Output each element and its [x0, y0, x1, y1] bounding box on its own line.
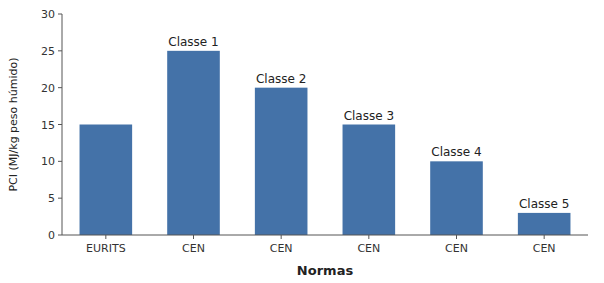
chart: Classe 1 Classe 2 Classe 3 Classe 4 Classe 5… [0, 0, 604, 283]
y-tick-label: 0 [48, 229, 55, 242]
bar [255, 88, 308, 235]
y-tick [58, 87, 62, 88]
bar [167, 51, 220, 235]
axes: 0 5 10 15 20 25 30 EURITS CEN CEN CEN CEN CEN [41, 8, 588, 255]
bar [80, 125, 133, 236]
y-axis-label: PCI (MJ/kg peso húmido) [7, 57, 20, 191]
x-tick-label: CEN [182, 242, 205, 255]
annotations: Classe 1 Classe 2 Classe 3 Classe 4 Classe 5 [168, 35, 569, 211]
y-tick [58, 161, 62, 162]
annotation: Classe 5 [519, 197, 569, 211]
bar [518, 213, 571, 235]
x-tick [456, 235, 457, 239]
x-tick [105, 235, 106, 239]
y-tick-label: 25 [41, 45, 55, 58]
y-tick [58, 50, 62, 51]
annotation: Classe 4 [431, 145, 481, 159]
y-tick-label: 30 [41, 8, 55, 21]
x-axis-line [62, 235, 588, 236]
y-tick-label: 5 [48, 192, 55, 205]
x-tick-label: CEN [270, 242, 293, 255]
annotation: Classe 2 [256, 72, 306, 86]
x-tick-label: EURITS [86, 242, 126, 255]
bars [80, 51, 571, 235]
y-tick [58, 198, 62, 199]
y-tick [58, 14, 62, 15]
y-tick [58, 235, 62, 236]
annotation: Classe 3 [344, 109, 394, 123]
y-tick-label: 15 [41, 119, 55, 132]
x-tick [281, 235, 282, 239]
y-tick-label: 10 [41, 155, 55, 168]
x-axis-label: Normas [297, 263, 354, 278]
x-tick-label: CEN [357, 242, 380, 255]
x-tick [368, 235, 369, 239]
bar [343, 125, 396, 236]
x-tick [544, 235, 545, 239]
x-tick-label: CEN [533, 242, 556, 255]
y-tick-label: 20 [41, 82, 55, 95]
bar [430, 161, 483, 235]
annotation: Classe 1 [168, 35, 218, 49]
x-tick-label: CEN [445, 242, 468, 255]
chart-container: Classe 1 Classe 2 Classe 3 Classe 4 Classe 5… [0, 0, 604, 283]
x-tick [193, 235, 194, 239]
y-tick [58, 124, 62, 125]
